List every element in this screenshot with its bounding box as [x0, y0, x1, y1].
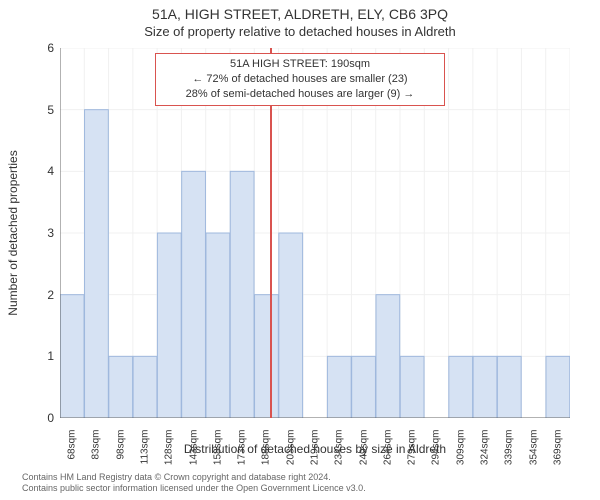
histogram-bar [60, 295, 84, 418]
ytick-label: 4 [24, 164, 54, 178]
histogram-bar [255, 295, 279, 418]
histogram-bar [497, 356, 521, 418]
footer-line2: Contains public sector information licen… [22, 483, 590, 494]
ytick-label: 5 [24, 103, 54, 117]
annotation-line3: 28% of semi-detached houses are larger (… [162, 87, 438, 102]
footer: Contains HM Land Registry data © Crown c… [22, 472, 590, 495]
histogram-bar [230, 171, 254, 418]
histogram-bar [206, 233, 230, 418]
histogram-bar [327, 356, 351, 418]
histogram-bar [449, 356, 473, 418]
ytick-label: 3 [24, 226, 54, 240]
chart-title-main: 51A, HIGH STREET, ALDRETH, ELY, CB6 3PQ [0, 6, 600, 22]
chart-title-sub: Size of property relative to detached ho… [0, 24, 600, 39]
footer-line1: Contains HM Land Registry data © Crown c… [22, 472, 590, 483]
histogram-bar [157, 233, 181, 418]
histogram-bar [109, 356, 133, 418]
annotation-box: 51A HIGH STREET: 190sqm ← 72% of detache… [155, 53, 445, 106]
ytick-label: 6 [24, 41, 54, 55]
histogram-bar [400, 356, 424, 418]
histogram-bar [85, 110, 109, 418]
annotation-line1: 51A HIGH STREET: 190sqm [162, 57, 438, 72]
chart-page: { "title": { "main": "51A, HIGH STREET, … [0, 0, 600, 500]
histogram-bar [133, 356, 157, 418]
histogram-bar [352, 356, 376, 418]
ytick-label: 2 [24, 288, 54, 302]
histogram-bar [546, 356, 570, 418]
histogram-bar [376, 295, 400, 418]
histogram-bar [279, 233, 303, 418]
ytick-label: 0 [24, 411, 54, 425]
histogram-bar [182, 171, 206, 418]
ytick-label: 1 [24, 349, 54, 363]
y-axis-label: Number of detached properties [6, 48, 26, 418]
x-axis-label: Distribution of detached houses by size … [60, 442, 570, 456]
histogram-bar [473, 356, 497, 418]
annotation-line2: ← 72% of detached houses are smaller (23… [162, 72, 438, 87]
